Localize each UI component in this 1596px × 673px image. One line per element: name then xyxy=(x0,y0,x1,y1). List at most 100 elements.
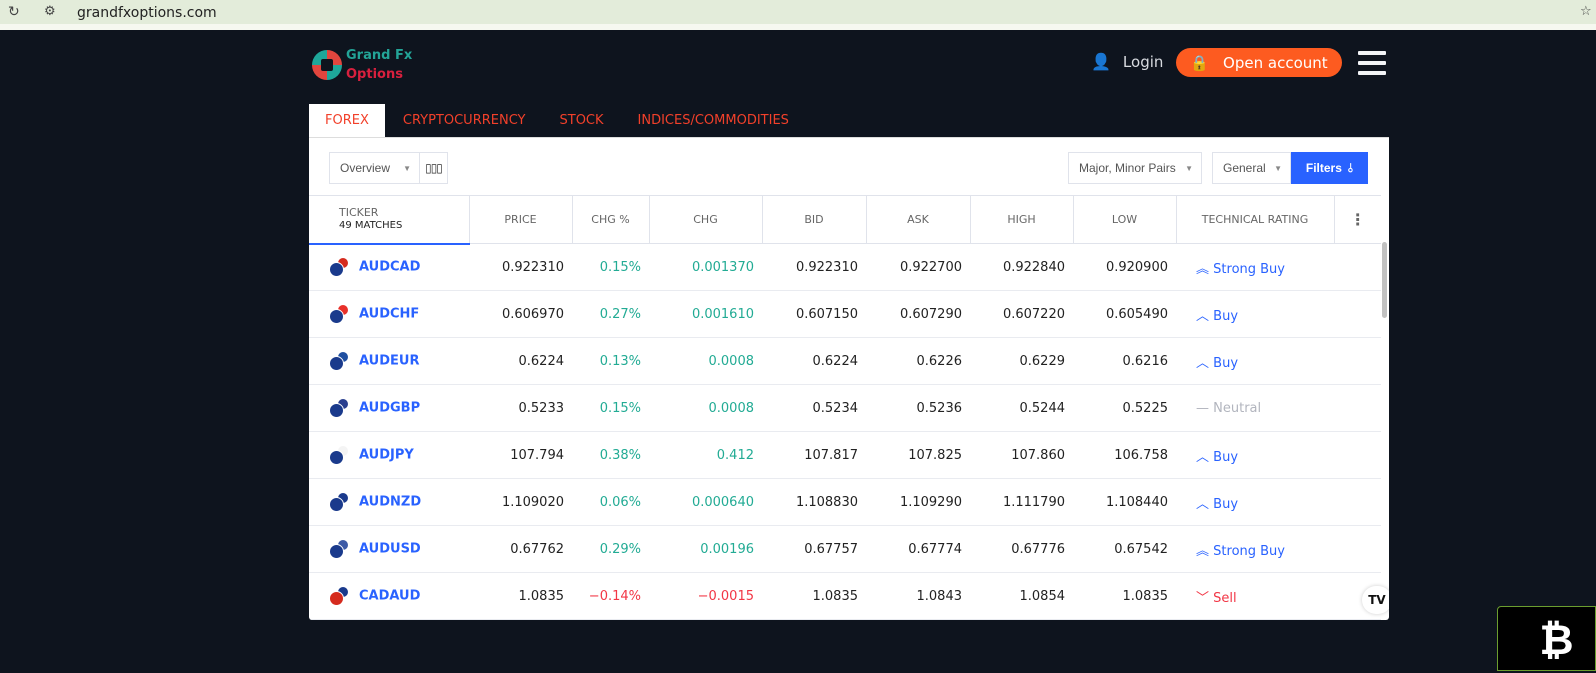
low-cell: 0.920900 xyxy=(1073,243,1176,291)
chg-cell: 0.412 xyxy=(649,431,762,479)
table-row[interactable]: CADAUD 1.0835 −0.14% −0.0015 1.0835 1.08… xyxy=(309,572,1381,620)
rating-cell: ︽ Strong Buy xyxy=(1176,243,1334,291)
tab-stock[interactable]: STOCK xyxy=(559,113,604,128)
high-cell: 1.111790 xyxy=(970,478,1073,526)
ticker-cell[interactable]: AUDUSD xyxy=(309,525,469,573)
price-cell: 107.794 xyxy=(469,431,572,479)
ticker-symbol[interactable]: AUDGBP xyxy=(359,400,421,416)
ticker-header-label: TICKER xyxy=(339,206,379,220)
table-row[interactable]: AUDCAD 0.922310 0.15% 0.001370 0.922310 … xyxy=(309,243,1381,291)
currency-flag-icon xyxy=(329,539,349,559)
view-select[interactable]: Overview ▼ xyxy=(329,152,420,184)
chevron-down-icon: ▼ xyxy=(403,163,411,173)
bid-cell: 1.108830 xyxy=(762,478,866,526)
currency-flag-icon xyxy=(329,304,349,324)
tab-forex[interactable]: FOREX xyxy=(309,104,385,137)
brand-line1: Grand Fx xyxy=(346,48,413,63)
chg-percent-cell: 0.06% xyxy=(572,478,649,526)
col-chg-percent[interactable]: CHG % xyxy=(571,195,649,244)
col-high[interactable]: HIGH xyxy=(969,195,1073,244)
url-text[interactable]: grandfxoptions.com xyxy=(77,5,217,21)
forex-table: TICKER 49 MATCHES PRICE CHG % CHG BID ASK… xyxy=(309,195,1381,620)
tradingview-logo[interactable]: TV xyxy=(1362,586,1389,614)
low-cell: 0.6216 xyxy=(1073,337,1176,385)
general-select[interactable]: General ▼ xyxy=(1212,152,1291,184)
more-options-icon[interactable]: ⋮ xyxy=(1333,195,1381,244)
brand-logo[interactable]: Grand Fx Options xyxy=(312,46,412,84)
rating-arrow-icon: ︿ xyxy=(1196,449,1210,465)
rating-cell: ︿ Buy xyxy=(1176,431,1334,479)
lock-icon: 🔒 xyxy=(1190,53,1210,72)
chevron-down-icon: ▼ xyxy=(1274,163,1282,173)
filters-button[interactable]: Filters ⫰ xyxy=(1291,152,1368,184)
currency-flag-icon xyxy=(329,445,349,465)
ticker-cell[interactable]: CADAUD xyxy=(309,572,469,620)
high-cell: 0.5244 xyxy=(970,384,1073,432)
bitcoin-widget-icon[interactable]: ₿ xyxy=(1497,606,1596,671)
col-technical-rating[interactable]: TECHNICAL RATING xyxy=(1175,195,1334,244)
open-account-button[interactable]: 🔒 Open account xyxy=(1176,48,1342,77)
rating-label: Buy xyxy=(1213,355,1239,371)
chg-percent-cell: −0.14% xyxy=(572,572,649,620)
scrollbar[interactable] xyxy=(1382,242,1387,318)
ask-cell: 0.922700 xyxy=(866,243,970,291)
pairs-select[interactable]: Major, Minor Pairs ▼ xyxy=(1068,152,1202,184)
ticker-cell[interactable]: AUDCAD xyxy=(309,243,469,291)
chg-percent-cell: 0.15% xyxy=(572,243,649,291)
ticker-cell[interactable]: AUDNZD xyxy=(309,478,469,526)
table-row[interactable]: AUDJPY 107.794 0.38% 0.412 107.817 107.8… xyxy=(309,431,1381,479)
table-row[interactable]: AUDUSD 0.67762 0.29% 0.00196 0.67757 0.6… xyxy=(309,525,1381,573)
chg-cell: 0.001610 xyxy=(649,290,762,338)
pairs-label: Major, Minor Pairs xyxy=(1079,161,1176,175)
reload-icon[interactable]: ↻ xyxy=(8,4,20,20)
tab-indices-commodities[interactable]: INDICES/COMMODITIES xyxy=(637,113,789,128)
ticker-header[interactable]: TICKER 49 MATCHES xyxy=(309,195,469,245)
ticker-cell[interactable]: AUDEUR xyxy=(309,337,469,385)
col-ask[interactable]: ASK xyxy=(865,195,970,244)
tab-cryptocurrency[interactable]: CRYPTOCURRENCY xyxy=(402,113,526,128)
bookmark-icon[interactable]: ☆ xyxy=(1580,4,1592,19)
col-chg[interactable]: CHG xyxy=(648,195,762,244)
ticker-symbol[interactable]: CADAUD xyxy=(359,588,421,604)
high-cell: 0.67776 xyxy=(970,525,1073,573)
ticker-symbol[interactable]: AUDEUR xyxy=(359,353,420,369)
col-price[interactable]: PRICE xyxy=(468,195,572,244)
currency-flag-icon xyxy=(329,586,349,606)
rating-label: Buy xyxy=(1213,496,1239,512)
browser-address-bar[interactable]: ↻ ⚙ grandfxoptions.com ☆ xyxy=(0,0,1596,30)
rating-arrow-icon: ﹀ xyxy=(1196,590,1210,606)
low-cell: 0.605490 xyxy=(1073,290,1176,338)
price-cell: 1.0835 xyxy=(469,572,572,620)
chg-percent-cell: 0.13% xyxy=(572,337,649,385)
columns-icon[interactable]: ▯▯▯ xyxy=(420,152,448,184)
table-row[interactable]: AUDCHF 0.606970 0.27% 0.001610 0.607150 … xyxy=(309,290,1381,338)
low-cell: 1.0835 xyxy=(1073,572,1176,620)
rating-label: Sell xyxy=(1213,590,1237,606)
logo-mark-icon xyxy=(312,50,342,80)
ticker-symbol[interactable]: AUDUSD xyxy=(359,541,421,557)
user-icon: 👤 xyxy=(1091,52,1111,71)
col-low[interactable]: LOW xyxy=(1072,195,1176,244)
ticker-cell[interactable]: AUDJPY xyxy=(309,431,469,479)
ticker-cell[interactable]: AUDCHF xyxy=(309,290,469,338)
col-bid[interactable]: BID xyxy=(761,195,866,244)
price-cell: 0.606970 xyxy=(469,290,572,338)
table-row[interactable]: AUDNZD 1.109020 0.06% 0.000640 1.108830 … xyxy=(309,478,1381,526)
ticker-symbol[interactable]: AUDCAD xyxy=(359,259,421,275)
table-row[interactable]: AUDGBP 0.5233 0.15% 0.0008 0.5234 0.5236… xyxy=(309,384,1381,432)
hamburger-menu-icon[interactable] xyxy=(1358,51,1386,75)
bid-cell: 0.67757 xyxy=(762,525,866,573)
currency-flag-icon xyxy=(329,398,349,418)
high-cell: 0.922840 xyxy=(970,243,1073,291)
rating-label: Neutral xyxy=(1213,400,1262,416)
ticker-symbol[interactable]: AUDCHF xyxy=(359,306,420,322)
rating-cell: ﹀ Sell xyxy=(1176,572,1334,620)
low-cell: 0.67542 xyxy=(1073,525,1176,573)
ticker-symbol[interactable]: AUDJPY xyxy=(359,447,414,463)
ticker-cell[interactable]: AUDGBP xyxy=(309,384,469,432)
ticker-symbol[interactable]: AUDNZD xyxy=(359,494,422,510)
site-info-icon[interactable]: ⚙ xyxy=(44,4,56,19)
login-link[interactable]: 👤 Login xyxy=(1091,52,1163,71)
table-row[interactable]: AUDEUR 0.6224 0.13% 0.0008 0.6224 0.6226… xyxy=(309,337,1381,385)
rating-arrow-icon: ︽ xyxy=(1196,543,1210,559)
